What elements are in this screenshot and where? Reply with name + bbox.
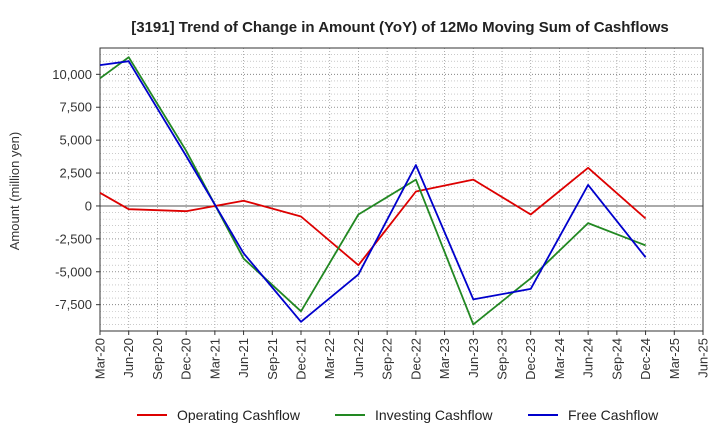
y-tick-label: 10,000 (52, 67, 92, 82)
x-tick-label: Jun-22 (351, 338, 366, 378)
grid (99, 47, 704, 332)
series-line-investing-cashflow (99, 56, 646, 326)
series-line-operating-cashflow (99, 166, 647, 267)
y-tick-label: -7,500 (55, 297, 92, 312)
y-tick-label: -5,000 (55, 264, 92, 279)
x-tick-label: Mar-24 (552, 338, 567, 379)
x-tick-label: Dec-21 (294, 338, 309, 380)
series-lines (99, 56, 647, 326)
x-tick-label: Jun-20 (121, 338, 136, 378)
x-tick-label: Jun-21 (236, 338, 251, 378)
x-tick-label: Mar-21 (207, 338, 222, 379)
x-tick-label: Dec-24 (638, 338, 653, 380)
x-tick-label: Dec-23 (523, 338, 538, 380)
y-axis-label: Amount (million yen) (7, 132, 22, 251)
x-tick-label: Mar-23 (437, 338, 452, 379)
legend-label: Investing Cashflow (375, 407, 493, 423)
legend-item: Operating Cashflow (137, 407, 301, 423)
x-tick-label: Mar-25 (667, 338, 682, 379)
axes (96, 47, 704, 335)
legend-label: Operating Cashflow (177, 407, 301, 423)
x-tick-label: Jun-24 (581, 338, 596, 378)
chart-title: [3191] Trend of Change in Amount (YoY) o… (131, 19, 669, 36)
legend-label: Free Cashflow (568, 407, 659, 423)
x-tick-label: Jun-23 (466, 338, 481, 378)
x-tick-label: Mar-20 (93, 338, 108, 379)
x-tick-label: Sep-23 (495, 338, 510, 380)
y-tick-label: 5,000 (59, 133, 92, 148)
y-tick-label: 7,500 (59, 100, 92, 115)
y-tick-label: 2,500 (59, 166, 92, 181)
x-tick-label: Sep-21 (265, 338, 280, 380)
y-tick-labels: 10,000 7,500 5,000 2,500 0 -2,500 -5,000 -7,500 (52, 67, 92, 312)
series-line-free-cashflow (99, 60, 647, 323)
y-tick-label: -2,500 (55, 231, 92, 246)
x-tick-label: Dec-20 (179, 338, 194, 380)
x-tick-label: Sep-24 (609, 338, 624, 380)
x-tick-label: Mar-22 (322, 338, 337, 379)
x-tick-label: Dec-22 (408, 338, 423, 380)
legend-item: Investing Cashflow (335, 407, 493, 423)
y-tick-label: 0 (85, 198, 92, 213)
legend: Operating Cashflow Investing Cashflow Free… (137, 407, 659, 423)
x-tick-label: Sep-22 (380, 338, 395, 380)
x-tick-labels: Mar-20 Jun-20 Sep-20 Dec-20 Mar-21 Jun-21 Sep-… (93, 338, 711, 380)
x-tick-label: Jun-25 (696, 338, 711, 378)
plot-frame (99, 47, 704, 332)
x-tick-label: Sep-20 (150, 338, 165, 380)
legend-item: Free Cashflow (528, 407, 659, 423)
